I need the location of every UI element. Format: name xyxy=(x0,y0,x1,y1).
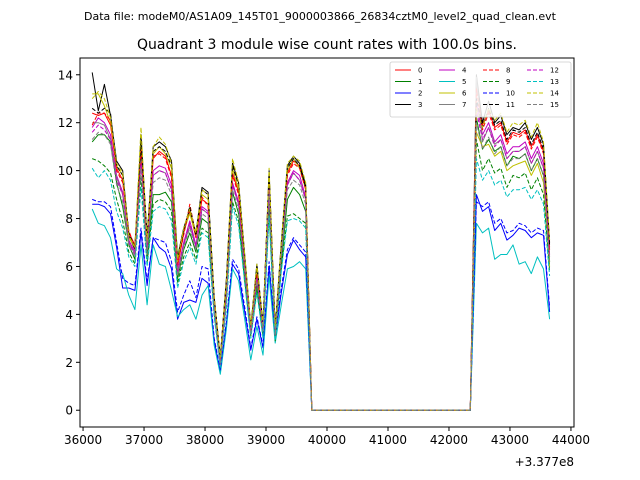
x-tick-label: 41000 xyxy=(369,433,407,447)
x-offset-label: +3.377e8 xyxy=(515,455,574,469)
legend-label: 4 xyxy=(462,67,467,75)
y-tick-label: 2 xyxy=(65,356,73,370)
x-tick-label: 42000 xyxy=(430,433,468,447)
y-tick-label: 12 xyxy=(58,116,73,130)
x-tick-label: 37000 xyxy=(125,433,163,447)
series-line-15 xyxy=(91,122,551,411)
x-axis: 36000 37000 38000 39000 40000 41000 42000 43000… xyxy=(64,427,590,447)
y-tick-label: 4 xyxy=(65,308,73,322)
x-tick-label: 38000 xyxy=(186,433,224,447)
legend-box xyxy=(389,61,572,118)
y-tick-label: 10 xyxy=(58,164,73,178)
legend-label: 14 xyxy=(550,90,559,98)
legend-label: 5 xyxy=(462,78,466,86)
series-line-14 xyxy=(91,91,551,411)
x-tick-label: 43000 xyxy=(491,433,529,447)
legend-label: 1 xyxy=(418,78,422,86)
series-line-12 xyxy=(91,110,551,411)
legend-label: 7 xyxy=(462,101,466,109)
x-tick-label: 39000 xyxy=(247,433,285,447)
series-lines xyxy=(91,72,551,411)
legend-label: 13 xyxy=(550,78,559,86)
legend-label: 8 xyxy=(506,67,510,75)
y-tick-label: 8 xyxy=(65,212,73,226)
y-tick-label: 6 xyxy=(65,260,73,274)
y-tick-label: 14 xyxy=(58,68,73,82)
legend-label: 15 xyxy=(550,101,559,109)
legend-label: 9 xyxy=(506,78,510,86)
legend-label: 12 xyxy=(550,67,559,75)
y-tick-label: 0 xyxy=(65,404,73,418)
figure-suptitle: Data file: modeM0/AS1A09_145T01_90000038… xyxy=(84,10,557,23)
legend-label: 2 xyxy=(418,90,422,98)
chart-title: Quadrant 3 module wise count rates with … xyxy=(137,37,517,53)
x-tick-label: 36000 xyxy=(64,433,102,447)
legend-label: 6 xyxy=(462,90,467,98)
legend-label: 0 xyxy=(418,67,422,75)
legend-label: 11 xyxy=(506,101,515,109)
legend-label: 3 xyxy=(418,101,422,109)
x-tick-label: 44000 xyxy=(552,433,590,447)
x-tick-label: 40000 xyxy=(308,433,346,447)
legend-label: 10 xyxy=(506,90,515,98)
y-axis: 0 2 4 6 8 10 12 14 xyxy=(58,68,80,418)
